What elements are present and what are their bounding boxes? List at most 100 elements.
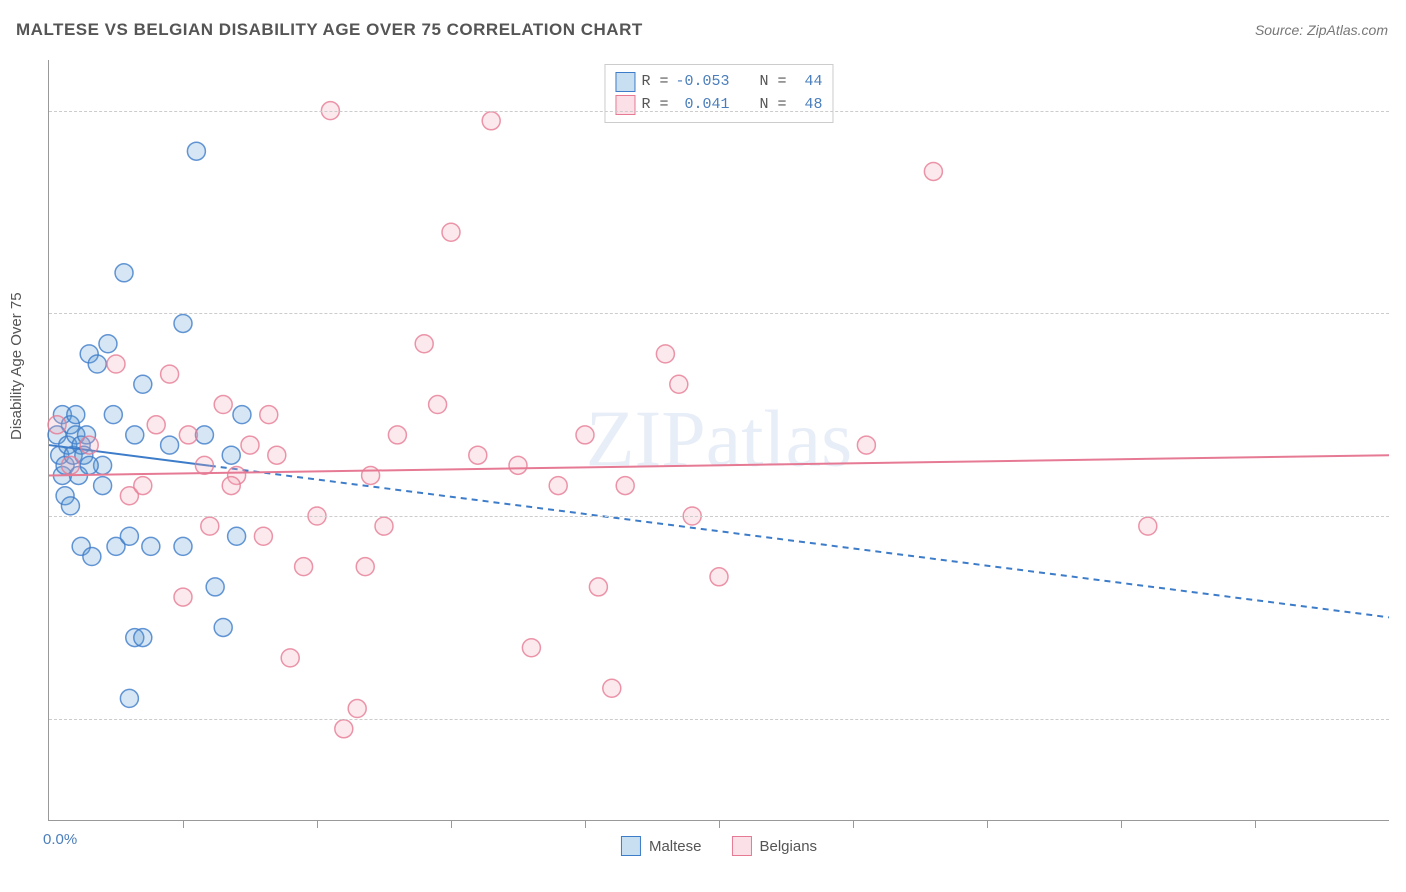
- plot-area: ZIPatlas R =-0.053 N =44R =0.041 N =48 0…: [48, 60, 1389, 821]
- y-tick-label: 60.0%: [1394, 305, 1406, 322]
- data-point: [187, 142, 205, 160]
- data-point: [126, 426, 144, 444]
- data-point: [233, 406, 251, 424]
- data-point: [670, 375, 688, 393]
- data-point: [120, 689, 138, 707]
- data-point: [509, 456, 527, 474]
- y-tick-label: 40.0%: [1394, 508, 1406, 525]
- data-point: [48, 416, 66, 434]
- data-point: [214, 396, 232, 414]
- data-point: [174, 537, 192, 555]
- data-point: [142, 537, 160, 555]
- stat-r-value: -0.053: [674, 71, 729, 94]
- data-point: [179, 426, 197, 444]
- data-point: [589, 578, 607, 596]
- data-point: [206, 578, 224, 596]
- gridline: [49, 313, 1389, 314]
- stat-n-value: 48: [793, 94, 823, 117]
- gridline: [49, 111, 1389, 112]
- data-point: [254, 527, 272, 545]
- x-tick: [719, 820, 720, 828]
- data-point: [429, 396, 447, 414]
- y-axis-label: Disability Age Over 75: [8, 292, 25, 440]
- legend-swatch: [615, 95, 635, 115]
- stat-n-label: N =: [760, 94, 787, 117]
- data-point: [195, 456, 213, 474]
- data-point: [107, 355, 125, 373]
- source-attribution: Source: ZipAtlas.com: [1255, 22, 1388, 38]
- data-point: [61, 497, 79, 515]
- data-point: [268, 446, 286, 464]
- gridline: [49, 719, 1389, 720]
- data-point: [295, 558, 313, 576]
- data-point: [228, 527, 246, 545]
- data-point: [67, 406, 85, 424]
- data-point: [134, 375, 152, 393]
- x-tick: [183, 820, 184, 828]
- data-point: [576, 426, 594, 444]
- data-point: [375, 517, 393, 535]
- data-point: [61, 456, 79, 474]
- data-point: [348, 700, 366, 718]
- legend-label: Maltese: [649, 838, 702, 855]
- data-point: [335, 720, 353, 738]
- data-point: [214, 618, 232, 636]
- data-point: [1139, 517, 1157, 535]
- trend-line: [49, 455, 1389, 475]
- stat-r-label: R =: [641, 71, 668, 94]
- data-point: [442, 223, 460, 241]
- data-point: [201, 517, 219, 535]
- data-point: [88, 355, 106, 373]
- data-point: [83, 548, 101, 566]
- data-point: [857, 436, 875, 454]
- stat-r-label: R =: [641, 94, 668, 117]
- data-point: [281, 649, 299, 667]
- x-axis-min-label: 0.0%: [43, 831, 77, 848]
- data-point: [522, 639, 540, 657]
- x-tick: [853, 820, 854, 828]
- data-point: [924, 162, 942, 180]
- stat-n-label: N =: [760, 71, 787, 94]
- data-point: [94, 477, 112, 495]
- data-point: [80, 456, 98, 474]
- data-point: [104, 406, 122, 424]
- data-point: [174, 588, 192, 606]
- data-point: [134, 477, 152, 495]
- data-point: [482, 112, 500, 130]
- data-point: [362, 466, 380, 484]
- x-tick: [317, 820, 318, 828]
- x-tick: [987, 820, 988, 828]
- data-point: [656, 345, 674, 363]
- data-point: [549, 477, 567, 495]
- series-legend: Maltese Belgians: [621, 836, 817, 856]
- x-tick: [1121, 820, 1122, 828]
- x-tick: [585, 820, 586, 828]
- stats-row: R =-0.053 N =44: [615, 71, 822, 94]
- chart-title: MALTESE VS BELGIAN DISABILITY AGE OVER 7…: [16, 20, 643, 40]
- data-point: [222, 446, 240, 464]
- legend-item: Maltese: [621, 836, 702, 856]
- data-point: [174, 314, 192, 332]
- data-point: [710, 568, 728, 586]
- data-point: [415, 335, 433, 353]
- x-tick: [451, 820, 452, 828]
- data-point: [115, 264, 133, 282]
- data-point: [241, 436, 259, 454]
- data-point: [161, 436, 179, 454]
- y-tick-label: 20.0%: [1394, 710, 1406, 727]
- data-point: [120, 527, 138, 545]
- data-point: [388, 426, 406, 444]
- data-point: [134, 629, 152, 647]
- stats-legend: R =-0.053 N =44R =0.041 N =48: [604, 64, 833, 123]
- source-label: Source:: [1255, 22, 1303, 38]
- legend-swatch: [615, 72, 635, 92]
- data-point: [99, 335, 117, 353]
- chart-container: MALTESE VS BELGIAN DISABILITY AGE OVER 7…: [0, 0, 1406, 892]
- data-point: [222, 477, 240, 495]
- data-point: [147, 416, 165, 434]
- stats-row: R = 0.041 N = 48: [615, 94, 822, 117]
- gridline: [49, 516, 1389, 517]
- source-name: ZipAtlas.com: [1307, 22, 1388, 38]
- legend-item: Belgians: [731, 836, 817, 856]
- stat-r-value: 0.041: [674, 94, 729, 117]
